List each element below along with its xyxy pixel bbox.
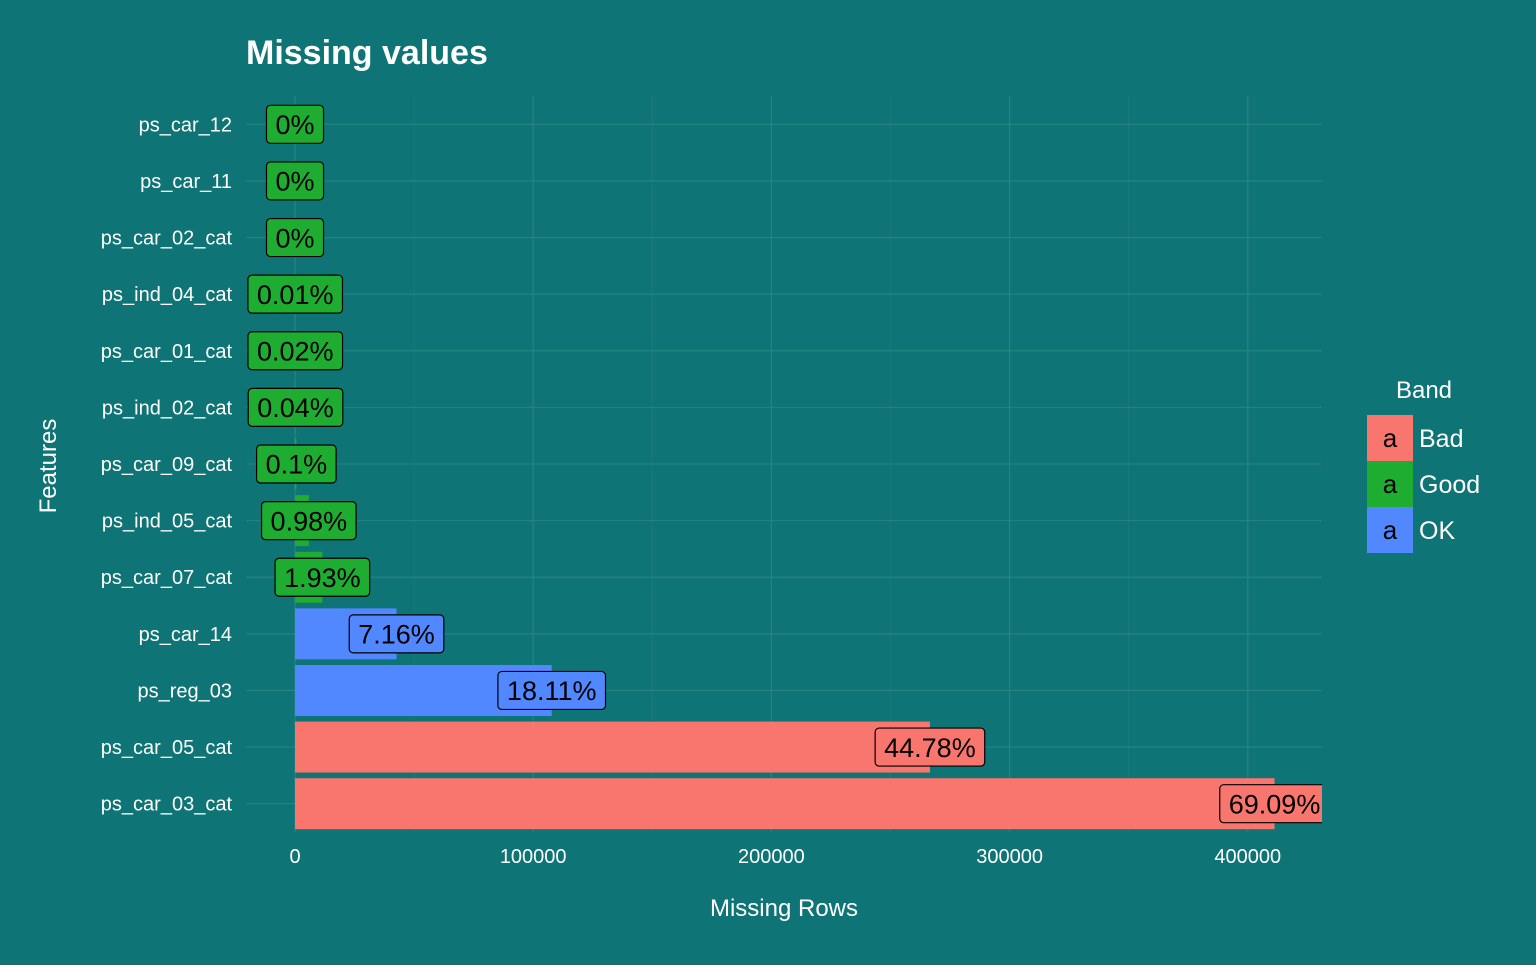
y-tick-label: ps_car_14 <box>139 624 232 646</box>
chart-title: Missing values <box>246 34 488 72</box>
data-label-text: 0.02% <box>257 336 334 366</box>
data-label-ps_car_05_cat: 44.78% <box>875 728 985 766</box>
legend-key-glyph: a <box>1383 515 1398 545</box>
y-tick-label: ps_car_12 <box>139 114 232 136</box>
y-tick-label: ps_reg_03 <box>137 680 232 702</box>
data-label-text: 0.01% <box>257 280 334 310</box>
x-tick-label: 100000 <box>500 846 567 868</box>
data-label-ps_ind_02_cat: 0.04% <box>248 388 343 426</box>
legend-label: Bad <box>1419 425 1463 453</box>
data-label-ps_car_14: 7.16% <box>349 615 444 653</box>
data-label-text: 0.98% <box>271 506 348 536</box>
y-tick-label: ps_car_09_cat <box>101 454 233 476</box>
y-axis-title: Features <box>35 419 62 514</box>
x-axis-title: Missing Rows <box>710 895 858 922</box>
y-tick-label: ps_car_05_cat <box>101 737 233 759</box>
y-tick-label: ps_ind_05_cat <box>102 511 233 533</box>
y-tick-label: ps_car_11 <box>140 171 232 193</box>
y-tick-label: ps_ind_02_cat <box>102 397 233 419</box>
data-label-ps_car_01_cat: 0.02% <box>248 332 343 370</box>
data-label-ps_reg_03: 18.11% <box>498 671 606 709</box>
legend-title: Band <box>1396 377 1452 404</box>
legend-label: OK <box>1419 517 1455 545</box>
legend-key-glyph: a <box>1383 469 1398 499</box>
data-label-ps_car_11: 0% <box>266 162 323 200</box>
data-label-text: 18.11% <box>507 676 597 706</box>
data-label-ps_car_12: 0% <box>266 105 323 143</box>
data-label-ps_car_03_cat: 69.09% <box>1220 785 1330 823</box>
x-tick-label: 0 <box>289 846 300 868</box>
data-label-text: 0% <box>275 223 314 253</box>
x-tick-label: 200000 <box>738 846 805 868</box>
y-tick-label: ps_car_03_cat <box>101 794 233 816</box>
data-label-ps_car_07_cat: 1.93% <box>275 558 370 596</box>
data-label-text: 69.09% <box>1229 789 1321 819</box>
data-label-text: 7.16% <box>358 620 435 650</box>
data-label-ps_ind_05_cat: 0.98% <box>262 502 357 540</box>
y-tick-label: ps_car_01_cat <box>101 341 233 363</box>
y-tick-label: ps_car_07_cat <box>101 567 233 589</box>
data-label-ps_car_09_cat: 0.1% <box>257 445 337 483</box>
data-label-text: 0.04% <box>257 393 334 423</box>
bar-ps_car_05_cat <box>295 722 930 773</box>
data-label-text: 0% <box>275 167 314 197</box>
data-label-text: 0.1% <box>266 450 328 480</box>
data-label-ps_car_02_cat: 0% <box>266 219 323 257</box>
x-tick-label: 400000 <box>1214 846 1281 868</box>
legend-label: Good <box>1419 471 1480 499</box>
bar-ps_car_03_cat <box>295 778 1275 829</box>
data-label-text: 0% <box>275 110 314 140</box>
data-label-ps_ind_04_cat: 0.01% <box>248 275 343 313</box>
data-label-text: 1.93% <box>284 563 361 593</box>
legend-key-glyph: a <box>1383 423 1398 453</box>
data-label-text: 44.78% <box>884 733 976 763</box>
y-tick-label: ps_car_02_cat <box>101 228 233 250</box>
y-tick-label: ps_ind_04_cat <box>102 284 233 306</box>
x-tick-label: 300000 <box>976 846 1043 868</box>
